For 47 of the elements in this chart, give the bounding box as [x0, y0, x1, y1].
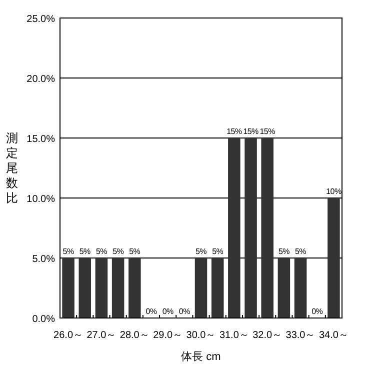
data-label: 5%	[129, 247, 140, 256]
x-tick-label: 30.0～	[186, 330, 216, 341]
data-label: 15%	[226, 127, 242, 136]
x-tick-label: 34.0～	[318, 330, 348, 341]
bar	[211, 258, 224, 318]
bar	[294, 258, 307, 318]
data-label: 5%	[278, 247, 290, 256]
bar	[95, 258, 108, 318]
y-tick-label: 0.0%	[32, 314, 56, 325]
data-label: 5%	[62, 247, 74, 256]
data-label: 10%	[326, 187, 342, 196]
x-tick-label: 26.0～	[54, 330, 84, 341]
bar	[78, 258, 92, 318]
x-tick-label: 29.0～	[153, 330, 183, 341]
data-label: 0%	[162, 307, 174, 316]
bar	[244, 138, 257, 318]
bar	[112, 258, 124, 318]
bar	[261, 138, 274, 318]
bar	[328, 198, 340, 318]
data-label: 5%	[212, 247, 224, 256]
x-tick-label: 31.0～	[219, 330, 249, 341]
bar	[228, 138, 240, 318]
data-label: 0%	[146, 307, 157, 316]
x-axis-title: 体長 cm	[181, 351, 221, 363]
data-label: 0%	[178, 307, 190, 316]
data-label: 5%	[79, 247, 91, 256]
x-tick-label: 28.0～	[120, 330, 150, 341]
data-label: 15%	[260, 127, 276, 136]
data-label: 5%	[295, 247, 306, 256]
data-label: 0%	[312, 307, 323, 316]
y-tick-label: 25.0%	[26, 14, 56, 25]
data-label: 5%	[96, 247, 108, 256]
y-tick-label: 5.0%	[32, 254, 56, 265]
data-label: 5%	[112, 247, 124, 256]
x-tick-label: 27.0～	[86, 330, 116, 341]
bar	[194, 258, 208, 318]
y-tick-label: 15.0%	[26, 134, 56, 145]
y-axis-title: 測定尾数比	[6, 131, 18, 205]
y-tick-label: 20.0%	[26, 74, 56, 85]
bar	[128, 258, 141, 318]
bar	[278, 258, 290, 318]
x-tick-label: 33.0～	[286, 330, 316, 341]
x-tick-label: 32.0～	[252, 330, 282, 341]
y-tick-label: 10.0%	[26, 194, 56, 205]
data-label: 5%	[196, 247, 207, 256]
data-label: 15%	[243, 127, 258, 136]
bar	[62, 258, 74, 318]
